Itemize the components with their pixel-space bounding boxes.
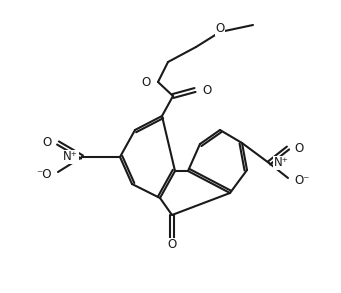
Text: ⁻O: ⁻O xyxy=(36,168,52,180)
Text: N⁺: N⁺ xyxy=(274,156,289,169)
Text: O: O xyxy=(43,137,52,149)
Text: O: O xyxy=(216,23,225,35)
Text: O: O xyxy=(294,142,303,154)
Text: O: O xyxy=(142,76,151,88)
Text: O: O xyxy=(167,239,177,251)
Text: O⁻: O⁻ xyxy=(294,173,310,187)
Text: O: O xyxy=(202,84,211,96)
Text: N⁺: N⁺ xyxy=(63,151,78,163)
